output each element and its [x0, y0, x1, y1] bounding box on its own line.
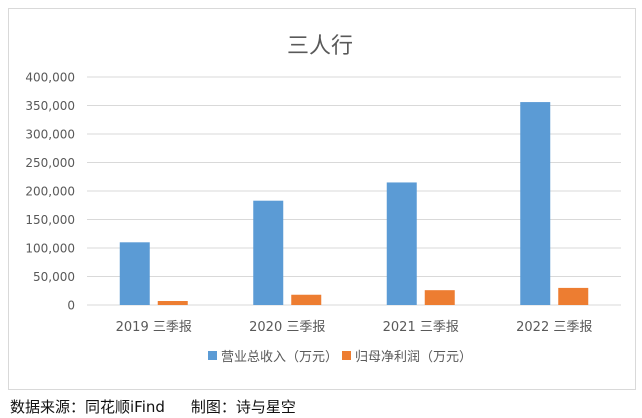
- y-axis-tick-labels: 0 50,000 100,000 150,000 200,000 250,000 300,0…: [25, 71, 75, 313]
- data-source-text: 数据来源：同花顺iFind: [10, 398, 165, 416]
- profit-bar-2: [291, 294, 322, 305]
- bar-chart: 三人行 0 50,000 100,000 150,000 200,000 250,000 3…: [25, 34, 621, 365]
- x-tick-label: 2021 三季报: [383, 320, 459, 335]
- y-tick-label: 150,000: [25, 213, 75, 227]
- chart-title: 三人行: [287, 34, 353, 59]
- x-tick-label: 2020 三季报: [249, 320, 325, 335]
- y-tick-label: 250,000: [25, 156, 75, 170]
- revenue-bar-1: [119, 242, 150, 305]
- x-tick-label: 2022 三季报: [516, 320, 592, 335]
- grid-lines: [87, 76, 621, 306]
- source-note: 数据来源：同花顺iFind 制图：诗与星空: [10, 396, 296, 417]
- y-tick-label: 400,000: [25, 71, 75, 85]
- y-tick-label: 50,000: [33, 270, 75, 284]
- profit-bar-3: [424, 290, 455, 305]
- revenue-bar-3: [386, 182, 417, 305]
- bars: [119, 102, 589, 305]
- legend-revenue-swatch: [208, 351, 217, 360]
- revenue-bar-2: [253, 200, 284, 305]
- profit-bar-1: [157, 301, 188, 305]
- legend: 营业总收入（万元） 归母净利润（万元）: [208, 350, 472, 365]
- chart-frame: 三人行 0 50,000 100,000 150,000 200,000 250,000 3…: [8, 8, 636, 390]
- y-tick-label: 200,000: [25, 185, 75, 199]
- y-tick-label: 100,000: [25, 242, 75, 256]
- x-tick-label: 2019 三季报: [116, 320, 192, 335]
- y-tick-label: 300,000: [25, 128, 75, 142]
- y-tick-label: 350,000: [25, 99, 75, 113]
- revenue-bar-4: [520, 102, 551, 305]
- legend-profit-swatch: [342, 351, 351, 360]
- y-tick-label: 0: [67, 299, 75, 313]
- legend-profit-label: 归母净利润（万元）: [355, 350, 472, 365]
- profit-bar-4: [558, 287, 589, 305]
- x-axis-tick-labels: 2019 三季报 2020 三季报 2021 三季报 2022 三季报: [116, 320, 593, 335]
- legend-revenue-label: 营业总收入（万元）: [221, 350, 338, 365]
- chart-credit-text: 制图：诗与星空: [190, 398, 296, 416]
